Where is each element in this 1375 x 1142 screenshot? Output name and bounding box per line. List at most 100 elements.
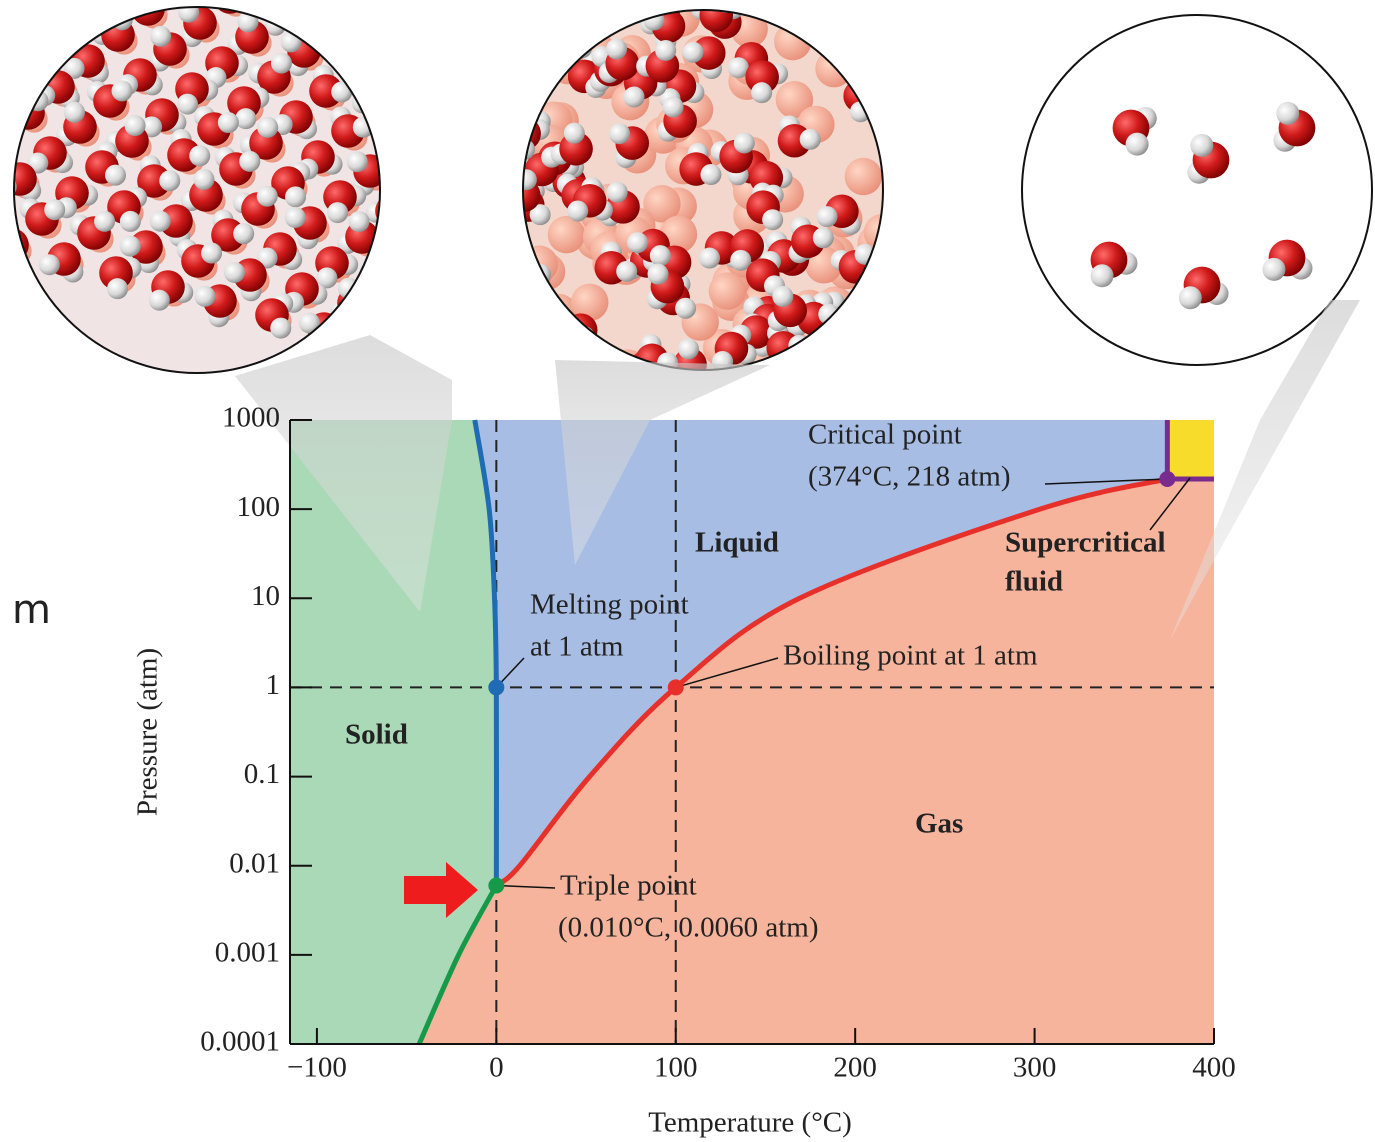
oxygen: [397, 234, 431, 268]
hydrogen: [551, 316, 572, 337]
hydrogen: [516, 91, 537, 112]
hydrogen: [493, 295, 514, 316]
hydrogen: [627, 232, 648, 253]
ghost-molecule: [450, 323, 477, 350]
hydrogen: [0, 1, 9, 22]
ghost-molecule: [514, 294, 551, 331]
y-tick-label: 100: [237, 491, 281, 523]
ghost-molecule: [326, 17, 353, 44]
oxygen: [19, 30, 53, 64]
ghost-molecule: [472, 363, 499, 390]
hydrogen: [407, 190, 428, 211]
hydrogen: [10, 55, 31, 76]
hydrogen: [813, 227, 834, 248]
phase-point: [488, 877, 504, 893]
hydrogen: [817, 206, 838, 227]
oxygen: [383, 128, 417, 162]
hydrogen: [235, 108, 256, 129]
hydrogen: [387, 293, 408, 314]
ghost-molecule: [508, 33, 545, 70]
hydrogen: [281, 31, 302, 52]
hydrogen: [107, 278, 128, 299]
oxygen: [463, 354, 497, 388]
hydrogen: [303, 0, 324, 11]
x-tick-label: 0: [489, 1052, 504, 1084]
hydrogen: [1262, 258, 1285, 281]
ghost-molecule: [58, 13, 85, 40]
hydrogen: [0, 204, 13, 225]
illustrations: [0, 0, 1372, 411]
hydrogen: [389, 119, 410, 140]
hydrogen: [503, 319, 524, 340]
hydrogen: [349, 211, 370, 232]
oxygen: [577, 0, 611, 29]
x-tick-label: 100: [654, 1052, 698, 1084]
oxygen: [317, 8, 351, 42]
hydrogen: [734, 132, 755, 153]
hydrogen: [285, 186, 306, 207]
hydrogen: [44, 199, 65, 220]
oxygen: [836, 323, 870, 357]
oxygen: [339, 48, 373, 82]
hydrogen: [440, 253, 461, 274]
ghost-molecule: [436, 217, 463, 244]
hydrogen: [648, 264, 669, 285]
hydrogen: [38, 27, 59, 48]
oxygen: [3, 162, 37, 196]
hydrogen: [548, 45, 569, 66]
hydrogen: [299, 312, 320, 333]
ghost-molecule: [709, 272, 746, 309]
hydrogen: [463, 375, 484, 396]
hydrogen: [606, 38, 627, 59]
hydrogen: [0, 144, 10, 165]
oxygen: [806, 1, 840, 35]
hydrogen: [337, 7, 358, 28]
ghost-molecule: [845, 158, 882, 195]
hydrogen: [516, 169, 537, 190]
hydrogen: [524, 390, 545, 411]
hydrogen: [848, 19, 869, 40]
hydrogen: [150, 26, 171, 47]
x-tick-label: 200: [833, 1052, 877, 1084]
hydrogen: [772, 286, 793, 307]
hydrogen: [449, 212, 470, 233]
hydrogen: [436, 292, 457, 313]
hydrogen: [125, 115, 146, 136]
ghost-molecule: [502, 337, 529, 364]
hydrogen: [1276, 102, 1299, 125]
hydrogen: [457, 270, 478, 291]
hydrogen: [700, 164, 721, 185]
hydrogen: [410, 301, 431, 322]
ghost-molecule: [370, 97, 397, 124]
point-annotation: Melting point: [530, 589, 689, 621]
hydrogen: [347, 151, 368, 172]
hydrogen: [484, 334, 505, 355]
hydrogen: [498, 186, 519, 207]
y-tick-label: 0.1: [244, 758, 280, 790]
hydrogen: [177, 94, 198, 115]
oxygen: [361, 88, 395, 122]
hydrogen: [514, 139, 535, 160]
hydrogen: [150, 211, 171, 232]
hydrogen: [1190, 134, 1213, 157]
oxygen: [419, 274, 453, 308]
hydrogen: [361, 54, 382, 75]
hydrogen: [506, 271, 527, 292]
hydrogen: [650, 245, 671, 266]
hydrogen: [663, 96, 684, 117]
oxygen: [699, 0, 733, 32]
point-annotation: Triple point: [560, 870, 697, 902]
y-tick-label: 0.001: [215, 937, 280, 969]
oxygen: [0, 16, 1, 50]
hydrogen: [271, 53, 292, 74]
point-annotation: Boiling point at 1 atm: [783, 640, 1038, 672]
hydrogen: [235, 0, 256, 8]
hydrogen: [178, 2, 199, 23]
hydrogen: [432, 230, 453, 251]
oxygen: [405, 168, 439, 202]
hydrogen: [1179, 286, 1202, 309]
hydrogen: [624, 86, 645, 107]
hydrogen: [817, 22, 838, 43]
hydrogen: [120, 211, 141, 232]
hydrogen: [855, 244, 876, 265]
